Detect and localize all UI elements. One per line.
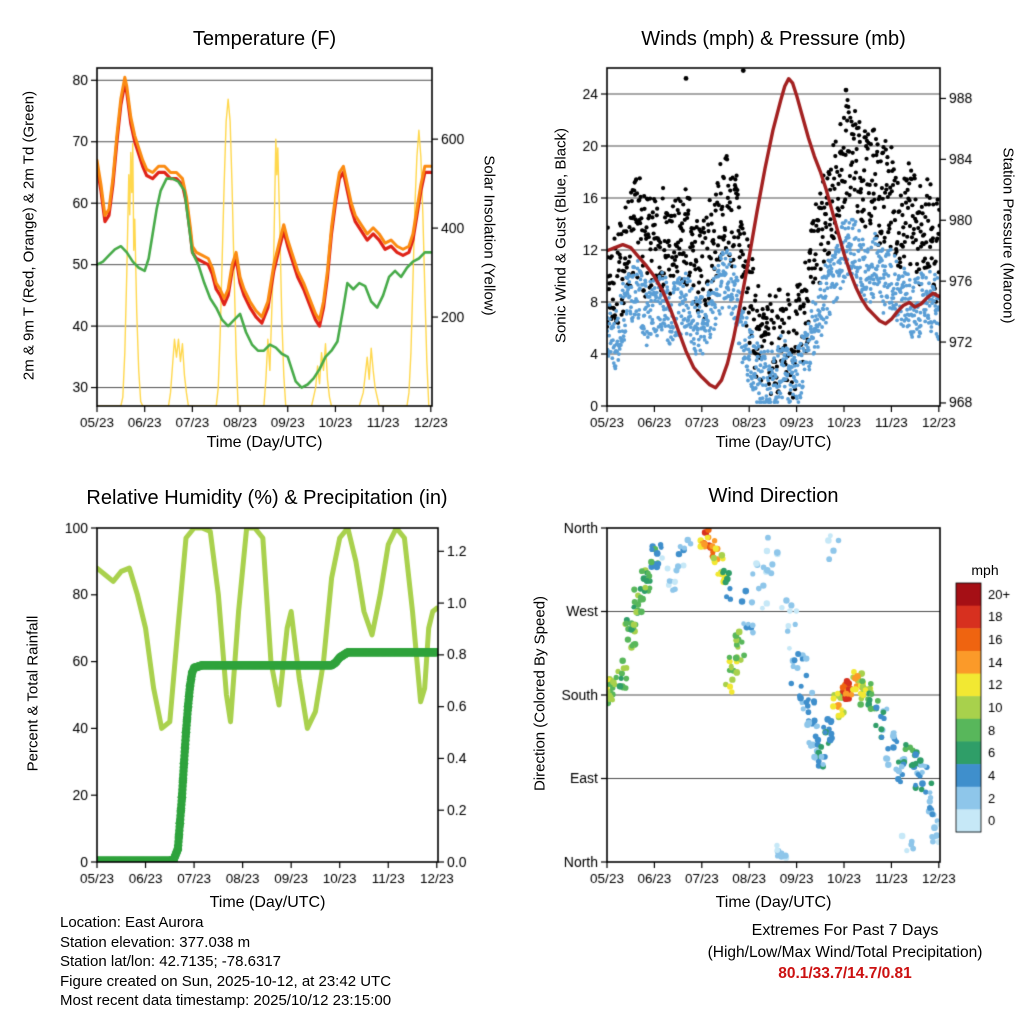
temperature-xaxis-label: Time (Day/UTC): [206, 434, 323, 451]
wind-direction-xaxis-label: Time (Day/UTC): [715, 894, 832, 911]
direction-axis-label: Direction (Colored By Speed): [531, 595, 549, 792]
station-latlon: Station lat/lon: 42.7135; -78.6317: [60, 953, 282, 970]
station-pressure-axis-label: Station Pressure (Maroon): [999, 147, 1017, 324]
humidity-precip-chart-title: Relative Humidity (%) & Precipitation (i…: [86, 487, 448, 509]
figure-created-timestamp: Figure created on Sun, 2025-10-12, at 23…: [60, 972, 392, 990]
extremes-values: 80.1/33.7/14.7/0.81: [778, 965, 912, 982]
station-elevation: Station elevation: 377.038 m: [60, 933, 251, 951]
solar-insolation-axis-label: Solar Insolation (Yellow): [480, 155, 498, 316]
extremes-summary: Extremes For Past 7 Days (High/Low/Max W…: [655, 922, 1024, 983]
extremes-subtitle: (High/Low/Max Wind/Total Precipitation): [707, 944, 983, 961]
most-recent-data-timestamp: Most recent data timestamp: 2025/10/12 2…: [60, 992, 392, 1009]
extremes-title: Extremes For Past 7 Days: [751, 922, 939, 939]
temperature-chart-title: Temperature (F): [192, 28, 337, 50]
station-info: Location: East Aurora Station elevation:…: [60, 913, 391, 1011]
temperature-left-axis-label: 2m & 9m T (Red, Orange) & 2m Td (Green): [20, 90, 38, 381]
winds-xaxis-label: Time (Day/UTC): [715, 434, 832, 451]
percent-rainfall-axis-label: Percent & Total Rainfall: [24, 615, 42, 772]
wind-direction-chart-title: Wind Direction: [708, 485, 839, 507]
colorbar-units-label: mph: [971, 562, 999, 578]
winds-pressure-chart-title: Winds (mph) & Pressure (mb): [641, 28, 906, 50]
station-location: Location: East Aurora: [60, 914, 204, 931]
wind-gust-axis-label: Sonic Wind & Gust (Blue, Black): [552, 127, 570, 344]
humidity-xaxis-label: Time (Day/UTC): [209, 894, 326, 911]
